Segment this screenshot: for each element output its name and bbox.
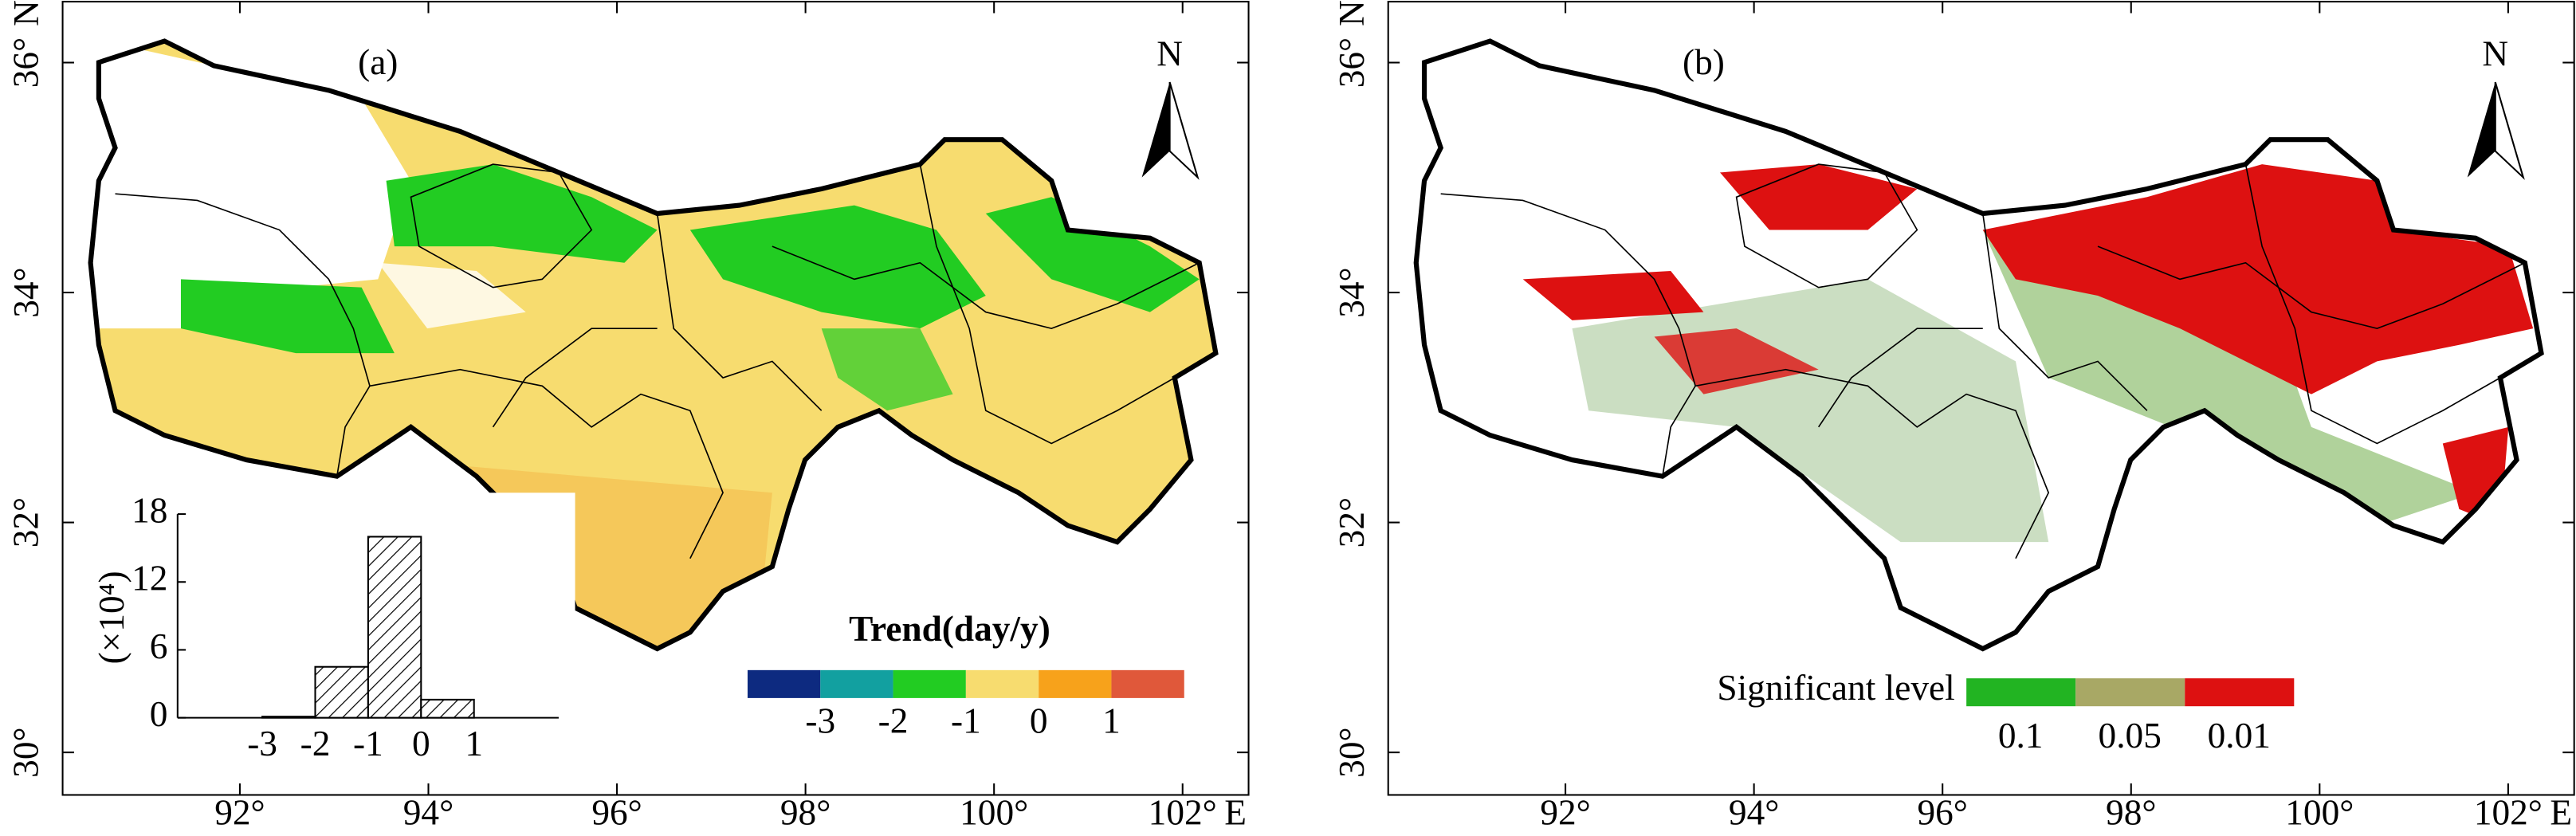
bar [261,716,316,719]
panel-label: (a) [358,42,398,82]
legend-title: Significant level [1717,668,1954,708]
legend-swatch [1039,669,1112,698]
x-tick-label: 94° [1729,793,1779,833]
x-tick-label: 100° [2285,793,2354,833]
y-tick-label: 0 [150,694,168,734]
legend-label: 0.01 [2208,716,2271,756]
x-tick-label: 98° [780,793,831,833]
inset-bg [98,493,575,780]
trend-fill [985,197,1200,312]
trend-fill [821,328,953,411]
x-axis-suffix: E [1224,793,1247,833]
legend-swatch [2185,678,2295,707]
y-axis-label: (×10⁴) [92,571,132,664]
y-tick-label: 34° [6,267,46,317]
x-tick-label: -3 [247,724,277,763]
north-arrow-label: N [2482,34,2508,74]
north-arrow [1168,81,1200,180]
x-tick-label: 96° [591,793,642,833]
y-tick-label: 36° [1332,37,1372,88]
legend-tick-label: -1 [951,701,981,740]
sig-fill [1522,271,1704,320]
sig-fill [1982,230,2476,526]
y-tick-label: 6 [150,626,168,666]
legend-swatch [747,669,821,698]
y-tick-label: 36° [6,37,46,88]
north-arrow-label: N [1156,34,1183,74]
trend-fill [689,205,986,329]
map-frame [1387,1,2575,796]
bar [367,536,422,719]
sig-fill [1720,164,1918,230]
legend-tick-label: 0 [1030,701,1048,740]
legend-swatch [2075,678,2185,707]
no-data [90,41,411,329]
sig-fill [1654,328,1819,394]
x-tick-label: 1 [465,724,483,763]
trend-fill [386,164,658,263]
legend-tick-label: 1 [1102,701,1121,740]
y-tick-label: 32° [1332,497,1372,548]
trend-fill [180,279,395,354]
x-tick-label: 92° [214,793,265,833]
y-axis-suffix: N [1332,0,1372,26]
legend-title: Trend(day/y) [849,609,1050,649]
legend-label: 0.1 [1998,716,2044,756]
legend-swatch [1111,669,1184,698]
legend-tick-label: -2 [878,701,909,740]
bar [314,665,369,719]
x-tick-label: 0 [412,724,430,763]
legend-swatch [820,669,893,698]
north-arrow [2494,81,2525,180]
x-tick-label: -2 [300,724,331,763]
sig-fill [1982,164,2534,394]
x-tick-label: 102° [1149,793,1217,833]
y-tick-label: 32° [6,497,46,548]
y-tick-label: 12 [132,559,167,599]
map-b [1325,0,2574,690]
significance-raster [1416,41,2542,650]
legend-tick-label: -3 [805,701,835,740]
y-tick-label: 18 [132,490,167,530]
x-tick-label: 102° [2474,793,2543,833]
x-tick-label: 100° [960,793,1028,833]
y-tick-label: 34° [1332,267,1372,317]
y-tick-label: 30° [6,727,46,777]
legend-swatch [1966,678,2076,707]
x-tick-label: 92° [1540,793,1590,833]
y-tick-label: 30° [1332,727,1372,777]
x-tick-label: 94° [403,793,454,833]
legend-label: 0.05 [2099,716,2162,756]
x-axis-suffix: E [2550,793,2572,833]
north-arrow [2467,82,2496,178]
legend-swatch [893,669,966,698]
bar [420,698,475,719]
x-tick-label: 96° [1917,793,1967,833]
x-tick-label: -1 [353,724,383,763]
y-axis-suffix: N [6,0,46,26]
north-arrow [1141,82,1170,178]
panel-label: (b) [1683,42,1725,82]
x-tick-label: 98° [2106,793,2156,833]
legend-swatch [965,669,1039,698]
map-frame [61,1,1250,796]
